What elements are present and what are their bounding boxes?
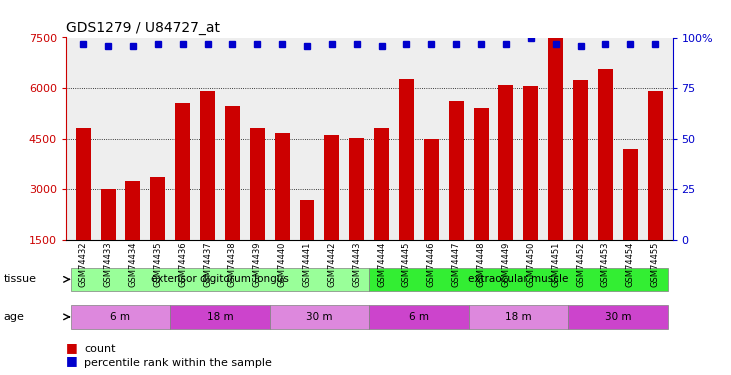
Text: extraocular muscle: extraocular muscle [468, 274, 569, 284]
Text: GDS1279 / U84727_at: GDS1279 / U84727_at [66, 21, 220, 35]
Text: GSM74454: GSM74454 [626, 241, 635, 286]
Text: ■: ■ [66, 354, 77, 368]
Text: GSM74455: GSM74455 [651, 241, 659, 286]
Bar [523, 86, 538, 240]
Text: GSM74434: GSM74434 [129, 241, 137, 287]
Text: GSM74446: GSM74446 [427, 241, 436, 287]
Text: GSM74433: GSM74433 [104, 241, 113, 287]
Bar [648, 91, 662, 240]
Bar [623, 149, 637, 240]
Text: ■: ■ [66, 341, 77, 354]
Text: GSM74450: GSM74450 [526, 241, 535, 286]
Bar [170, 305, 270, 328]
Bar [71, 268, 369, 291]
Bar [548, 36, 563, 240]
Bar [469, 305, 568, 328]
Text: 6 m: 6 m [409, 312, 429, 322]
Bar [369, 268, 667, 291]
Text: 30 m: 30 m [306, 312, 333, 322]
Text: GSM74444: GSM74444 [377, 241, 386, 286]
Text: GSM74449: GSM74449 [501, 241, 510, 286]
Bar [250, 128, 265, 240]
Text: GSM74453: GSM74453 [601, 241, 610, 287]
Text: GSM74445: GSM74445 [402, 241, 411, 286]
Bar [76, 128, 91, 240]
Bar [474, 108, 488, 240]
Bar [126, 181, 140, 240]
Bar [349, 138, 364, 240]
Bar [325, 135, 339, 240]
Text: GSM74452: GSM74452 [576, 241, 585, 286]
Bar [424, 139, 439, 240]
Text: GSM74440: GSM74440 [278, 241, 287, 286]
Text: GSM74442: GSM74442 [327, 241, 336, 286]
Text: GSM74437: GSM74437 [203, 241, 212, 287]
Text: GSM74447: GSM74447 [452, 241, 461, 287]
Bar [275, 133, 289, 240]
Text: GSM74438: GSM74438 [228, 241, 237, 287]
Bar [225, 106, 240, 240]
Text: age: age [4, 312, 25, 322]
Text: 30 m: 30 m [605, 312, 631, 322]
Bar [374, 128, 389, 240]
Text: GSM74432: GSM74432 [79, 241, 88, 287]
Text: GSM74448: GSM74448 [477, 241, 485, 287]
Text: GSM74439: GSM74439 [253, 241, 262, 287]
Bar [151, 177, 165, 240]
Bar [300, 200, 314, 240]
Bar [399, 79, 414, 240]
Text: GSM74441: GSM74441 [303, 241, 311, 286]
Text: GSM74451: GSM74451 [551, 241, 560, 286]
Bar [71, 305, 170, 328]
Bar [598, 69, 613, 240]
Text: percentile rank within the sample: percentile rank within the sample [84, 357, 272, 368]
Text: extensor digitorum longus: extensor digitorum longus [151, 274, 289, 284]
Text: GSM74436: GSM74436 [178, 241, 187, 287]
Bar [499, 86, 513, 240]
Text: GSM74443: GSM74443 [352, 241, 361, 287]
Text: GSM74435: GSM74435 [154, 241, 162, 287]
Bar [200, 91, 215, 240]
Bar [449, 100, 463, 240]
Bar [568, 305, 667, 328]
Text: tissue: tissue [4, 274, 37, 284]
Bar [175, 104, 190, 240]
Text: 18 m: 18 m [505, 312, 531, 322]
Bar [573, 80, 588, 240]
Text: 18 m: 18 m [207, 312, 233, 322]
Text: 6 m: 6 m [110, 312, 131, 322]
Bar [270, 305, 369, 328]
Bar [101, 189, 115, 240]
Bar [369, 305, 469, 328]
Text: count: count [84, 344, 115, 354]
